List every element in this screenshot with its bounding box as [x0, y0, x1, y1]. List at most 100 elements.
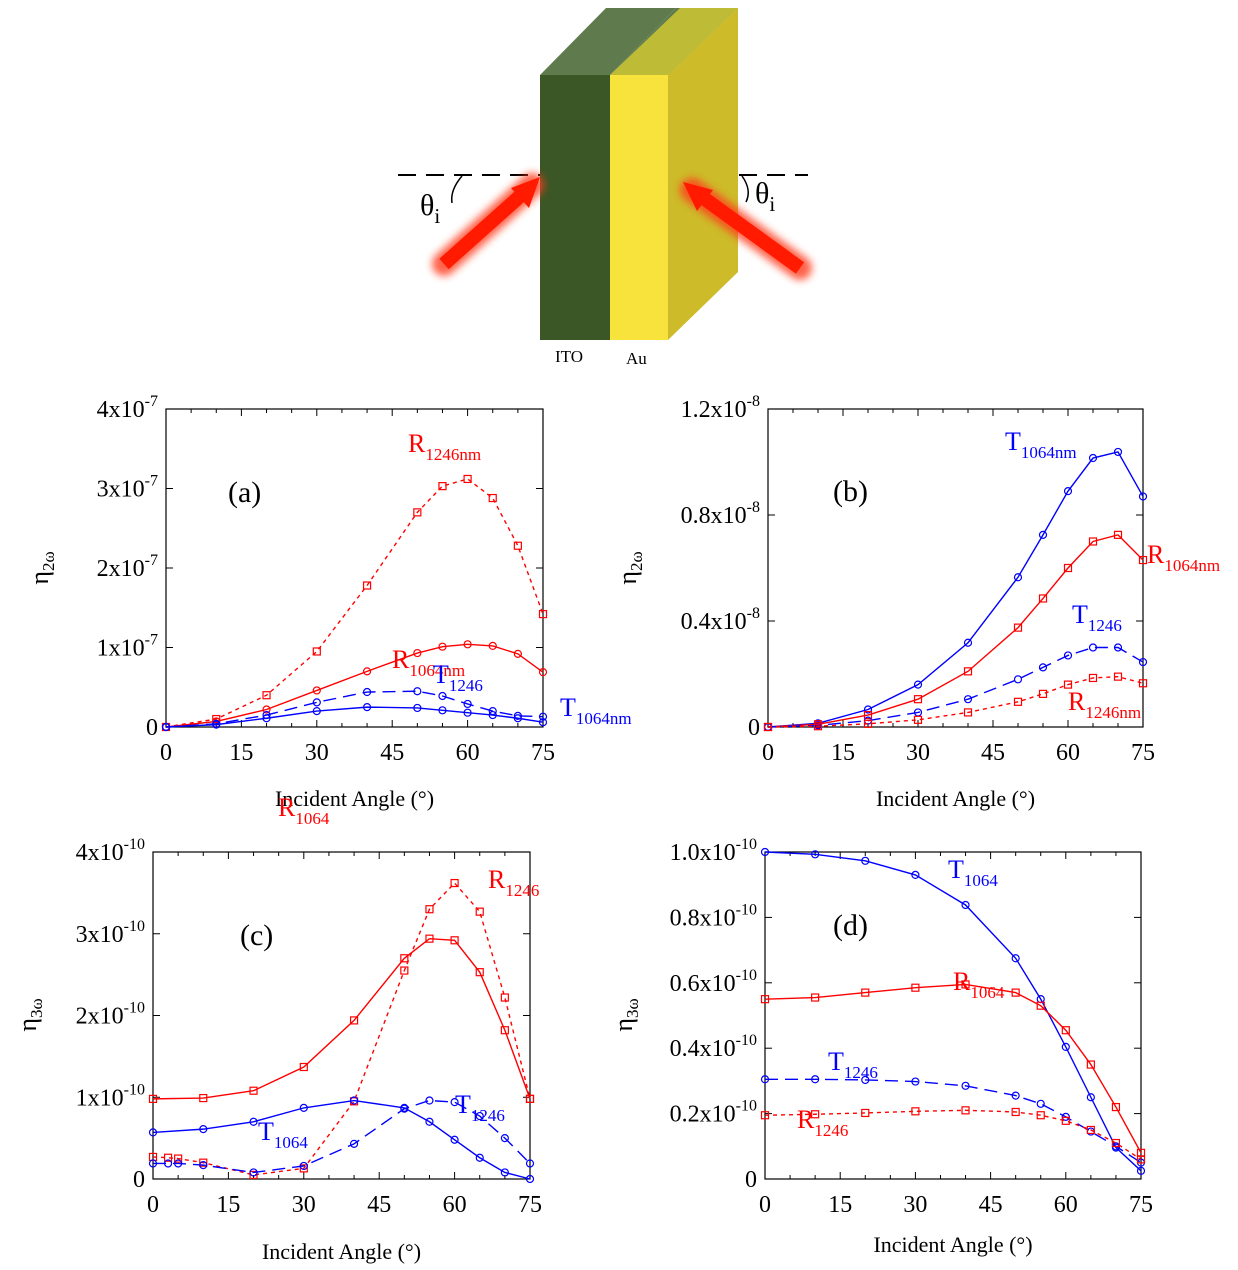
series-R-1064: R1064	[760, 967, 1146, 1157]
series-label: T1064	[258, 1117, 308, 1152]
y-tick-label-exponent: -10	[736, 967, 757, 984]
data-point	[362, 703, 372, 712]
data-point	[961, 1081, 970, 1090]
data-point	[413, 687, 422, 696]
data-point	[1088, 453, 1098, 463]
data-point	[1063, 487, 1073, 496]
data-point	[963, 667, 973, 676]
data-point	[1038, 689, 1048, 698]
data-point	[513, 711, 522, 720]
data-point	[1136, 1155, 1146, 1164]
series-label-sub: 1064	[964, 871, 999, 890]
data-point	[861, 988, 870, 997]
series-line	[165, 706, 544, 728]
series-R-1064nm: R1064nm	[763, 530, 1220, 732]
series-label: T1064nm	[1005, 427, 1077, 462]
series-label: T1246	[828, 1047, 878, 1082]
data-point	[911, 1077, 920, 1086]
plot-frame	[152, 851, 531, 1180]
y-tick-label: 3x10-10	[76, 918, 145, 948]
au-layer-side	[668, 8, 738, 340]
series-line	[764, 1109, 1142, 1160]
y-tick-label: 1.0x10-10	[670, 836, 757, 866]
data-point	[1111, 1102, 1121, 1112]
data-point	[262, 705, 271, 714]
data-point	[463, 708, 472, 717]
data-point	[500, 1026, 509, 1035]
series-label-sub: 1064	[295, 809, 330, 828]
data-point	[760, 1075, 770, 1084]
series-label: R1246	[797, 1105, 848, 1140]
data-point	[1138, 657, 1148, 667]
data-point	[911, 870, 920, 879]
y-tick-label-exponent: -10	[736, 1098, 757, 1115]
x-tick-label: 45	[380, 740, 404, 766]
data-point	[199, 1093, 208, 1103]
data-point	[475, 1111, 484, 1121]
y-tick-label-exponent: -10	[124, 1000, 145, 1017]
series-T-1246: T1246	[148, 1090, 535, 1177]
x-tick-label: 15	[831, 740, 855, 766]
data-point	[763, 722, 773, 732]
series-line	[764, 983, 1142, 1154]
incident-beam-right	[680, 178, 812, 280]
data-point	[249, 1170, 258, 1180]
y-tick-label-base: 3x10	[76, 922, 124, 948]
panel-b: 0 15 30 45 60 7500.4x10-80.8x10-81.2x10-8η2ωI…	[613, 393, 1220, 811]
y-tick-label-exponent: -10	[736, 1032, 757, 1049]
series-label-main: T	[258, 1117, 274, 1146]
data-point	[425, 934, 434, 943]
data-point	[1063, 680, 1073, 689]
series-label-main: R	[1147, 540, 1165, 569]
series-label-sub: 1064	[970, 983, 1005, 1002]
data-point	[513, 649, 522, 658]
series-T-1064nm: T1064nm	[763, 427, 1148, 732]
y-tick-label: 0	[133, 1167, 145, 1193]
y-tick-label: 0.8x10-10	[670, 901, 757, 931]
y-tick-label-base: 3x10	[97, 477, 145, 503]
data-point	[513, 541, 522, 550]
data-point	[475, 907, 484, 916]
data-point	[312, 686, 321, 695]
series-label-main: T	[560, 693, 576, 722]
y-tick-label-exponent: -8	[747, 499, 760, 516]
data-point	[349, 1096, 359, 1105]
y-tick-label: 0	[745, 1167, 757, 1193]
au-layer-top-gold	[610, 8, 738, 75]
data-point	[400, 966, 409, 975]
data-point	[1086, 1060, 1095, 1069]
data-point	[413, 508, 422, 517]
series-line	[767, 451, 1144, 728]
series-label-sub: 1246nm	[1085, 703, 1141, 722]
y-tick-label-base: 0.6x10	[670, 971, 736, 997]
data-point	[438, 691, 447, 701]
y-tick-label: 4x10-7	[97, 393, 158, 423]
x-axis-label: Incident Angle (°)	[873, 1232, 1032, 1257]
x-tick-label: 60	[1056, 740, 1080, 766]
data-point	[1013, 675, 1023, 684]
y-tick-label: 0.6x10-10	[670, 967, 757, 997]
data-point	[199, 1125, 208, 1134]
data-point	[861, 1075, 870, 1085]
data-point	[963, 695, 973, 704]
series-label-main: T	[1005, 427, 1021, 456]
data-point	[413, 648, 422, 658]
y-tick-label: 0	[748, 715, 760, 741]
x-tick-label: 15	[229, 740, 253, 766]
data-point	[863, 710, 873, 720]
series-R-1246nm: R1246nm	[763, 672, 1148, 732]
data-point	[1038, 663, 1048, 672]
data-point	[913, 680, 923, 689]
theta-label-left: θi	[420, 189, 440, 228]
data-point	[463, 640, 472, 649]
series-T-1246: T1246	[161, 660, 548, 732]
data-point	[312, 706, 321, 716]
data-point	[911, 983, 920, 992]
data-point	[161, 722, 171, 732]
data-point	[525, 1094, 535, 1103]
x-tick-label: 45	[367, 1192, 391, 1218]
plot-frame	[764, 851, 1142, 1180]
data-point	[1061, 1042, 1070, 1051]
data-point	[963, 638, 973, 647]
data-point	[760, 1111, 770, 1120]
